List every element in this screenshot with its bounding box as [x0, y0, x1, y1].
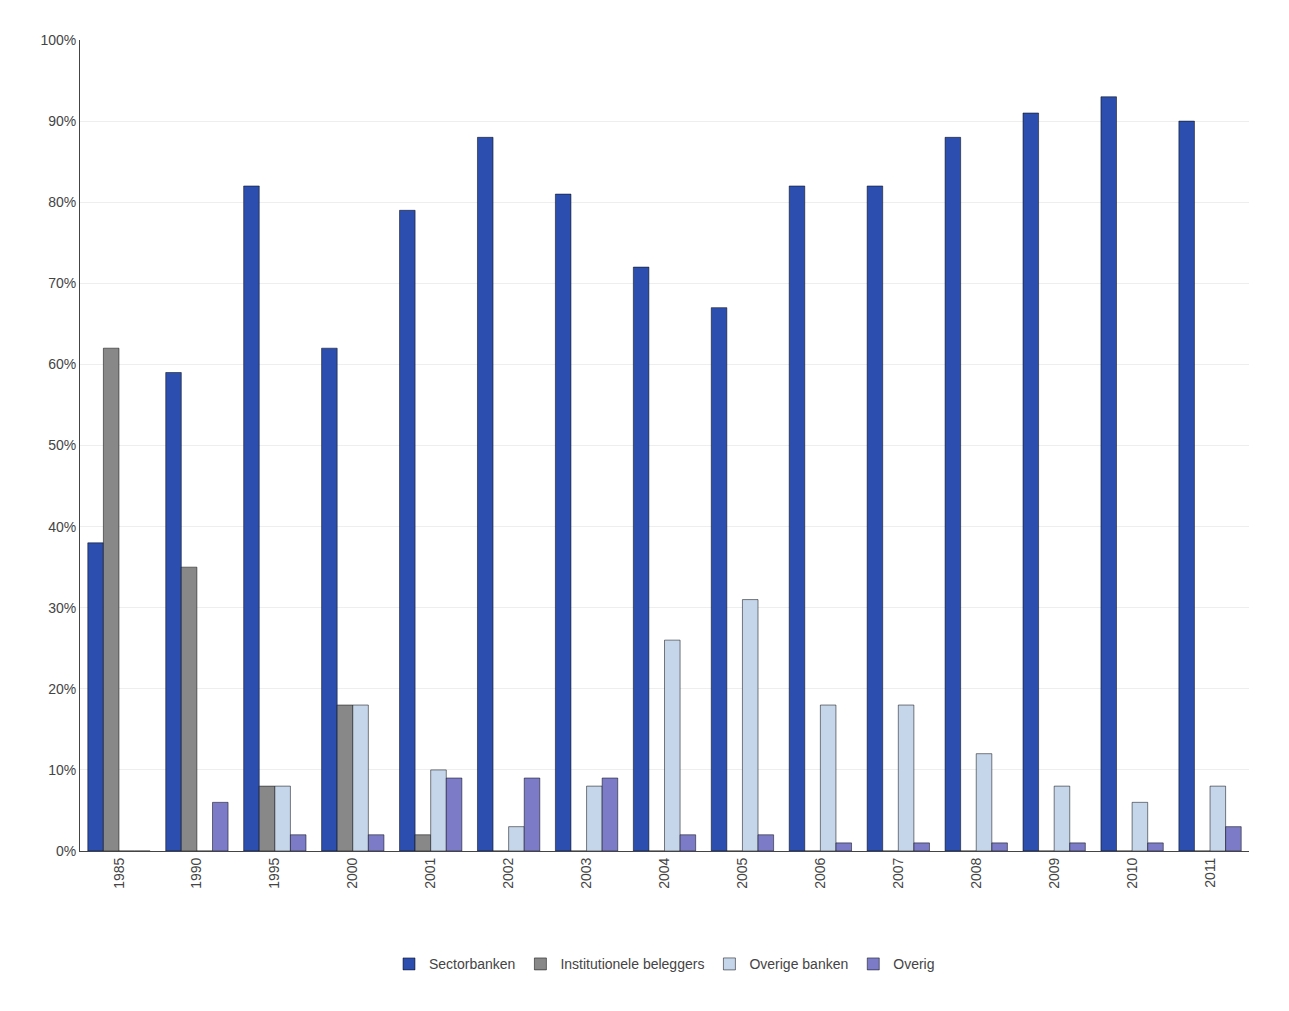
svg-text:2006: 2006 [812, 857, 828, 888]
svg-text:0%: 0% [56, 843, 76, 859]
svg-text:1990: 1990 [188, 857, 204, 888]
svg-text:2009: 2009 [1046, 857, 1062, 888]
svg-text:20%: 20% [48, 681, 76, 697]
svg-text:1985: 1985 [111, 857, 127, 888]
svg-text:Sectorbanken: Sectorbanken [429, 956, 515, 972]
svg-text:50%: 50% [48, 437, 76, 453]
svg-text:2003: 2003 [578, 857, 594, 888]
svg-text:2005: 2005 [734, 857, 750, 888]
svg-text:Overige banken: Overige banken [749, 956, 848, 972]
svg-text:2008: 2008 [968, 857, 984, 888]
svg-text:2011: 2011 [1202, 857, 1218, 887]
svg-text:90%: 90% [48, 113, 76, 129]
svg-text:2002: 2002 [500, 857, 516, 888]
svg-text:60%: 60% [48, 356, 76, 372]
svg-text:2007: 2007 [890, 857, 906, 888]
svg-text:2001: 2001 [422, 857, 438, 888]
svg-text:2000: 2000 [344, 857, 360, 888]
svg-text:30%: 30% [48, 600, 76, 616]
svg-text:Institutionele beleggers: Institutionele beleggers [560, 956, 704, 972]
svg-text:1995: 1995 [266, 857, 282, 888]
svg-text:40%: 40% [48, 519, 76, 535]
svg-text:100%: 100% [40, 32, 76, 48]
svg-text:2010: 2010 [1124, 857, 1140, 888]
svg-text:10%: 10% [48, 762, 76, 778]
svg-text:2004: 2004 [656, 857, 672, 888]
svg-text:80%: 80% [48, 194, 76, 210]
svg-text:Overig: Overig [893, 956, 934, 972]
svg-text:70%: 70% [48, 275, 76, 291]
